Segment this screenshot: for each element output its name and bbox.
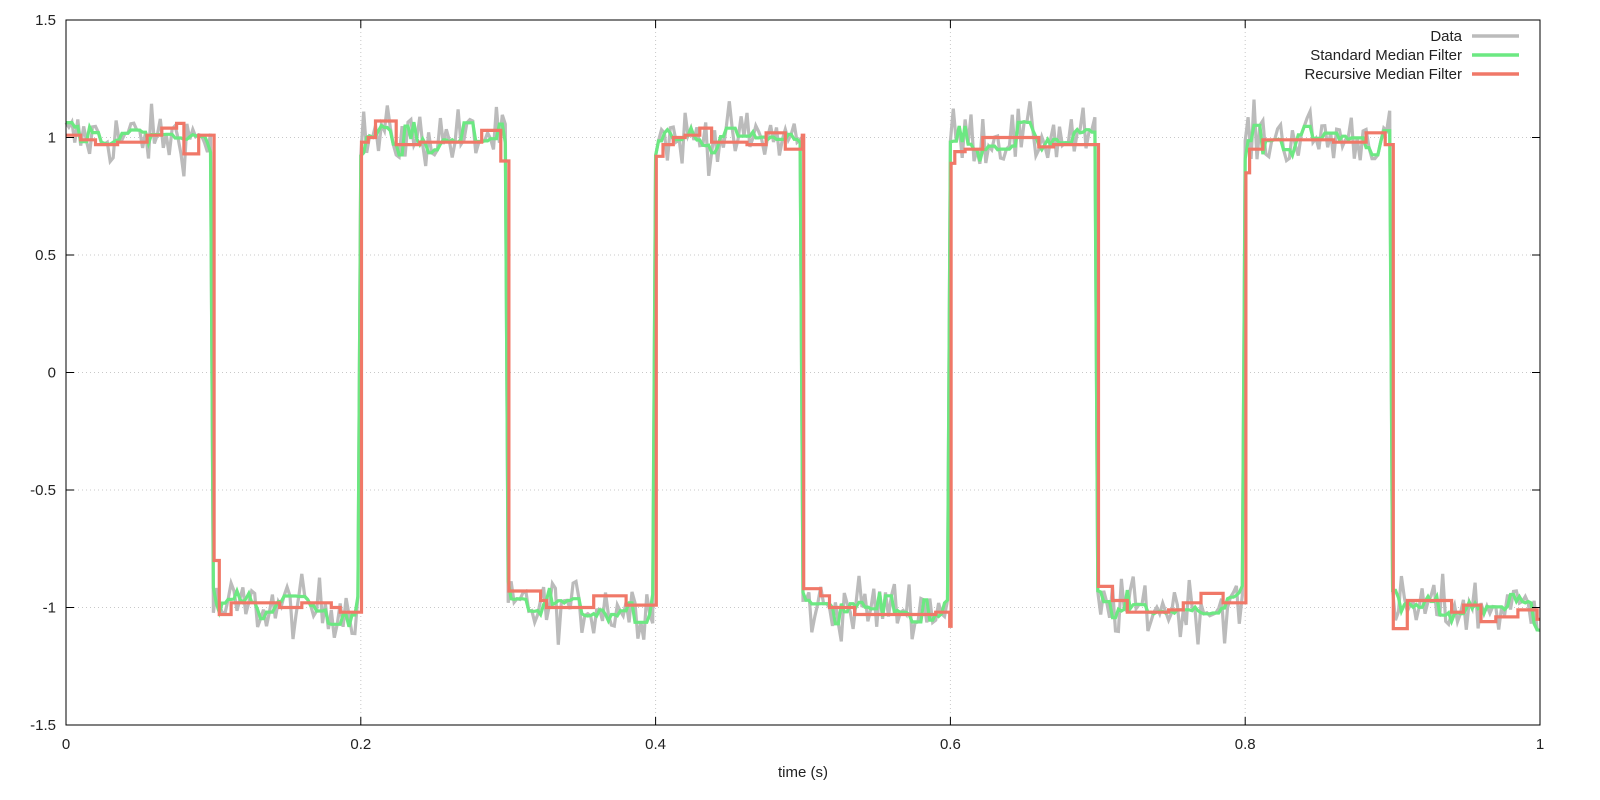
- series-line-recursive-median-filter: [66, 119, 1540, 631]
- x-tick-label: 0.2: [350, 736, 371, 753]
- y-tick-label: 0: [48, 365, 56, 382]
- series-group: [64, 99, 1541, 645]
- x-tick-label: 0: [62, 736, 70, 753]
- x-axis-label: time (s): [778, 764, 828, 781]
- legend-label-standard-median-filter: Standard Median Filter: [1310, 47, 1462, 64]
- legend-label-data: Data: [1430, 28, 1462, 45]
- legend: Data Standard Median Filter Recursive Me…: [1304, 28, 1519, 83]
- y-tick-label: 1: [48, 130, 56, 147]
- y-tick-label: 1.5: [35, 12, 56, 29]
- x-tick-labels: 0 0.2 0.4 0.6 0.8 1: [62, 736, 1544, 753]
- x-tick-label: 1: [1536, 736, 1544, 753]
- y-tick-label: 0.5: [35, 247, 56, 264]
- x-tick-label: 0.8: [1235, 736, 1256, 753]
- series-line-standard-median-filter: [66, 119, 1541, 632]
- y-tick-labels: -1.5 -1 -0.5 0 0.5 1 1.5: [30, 12, 56, 734]
- y-tick-label: -1: [43, 600, 56, 617]
- y-tick-label: -0.5: [30, 482, 56, 499]
- legend-label-recursive-median-filter: Recursive Median Filter: [1304, 66, 1462, 83]
- x-tick-label: 0.6: [940, 736, 961, 753]
- ticks: [65, 19, 1541, 726]
- y-tick-label: -1.5: [30, 717, 56, 734]
- x-tick-label: 0.4: [645, 736, 666, 753]
